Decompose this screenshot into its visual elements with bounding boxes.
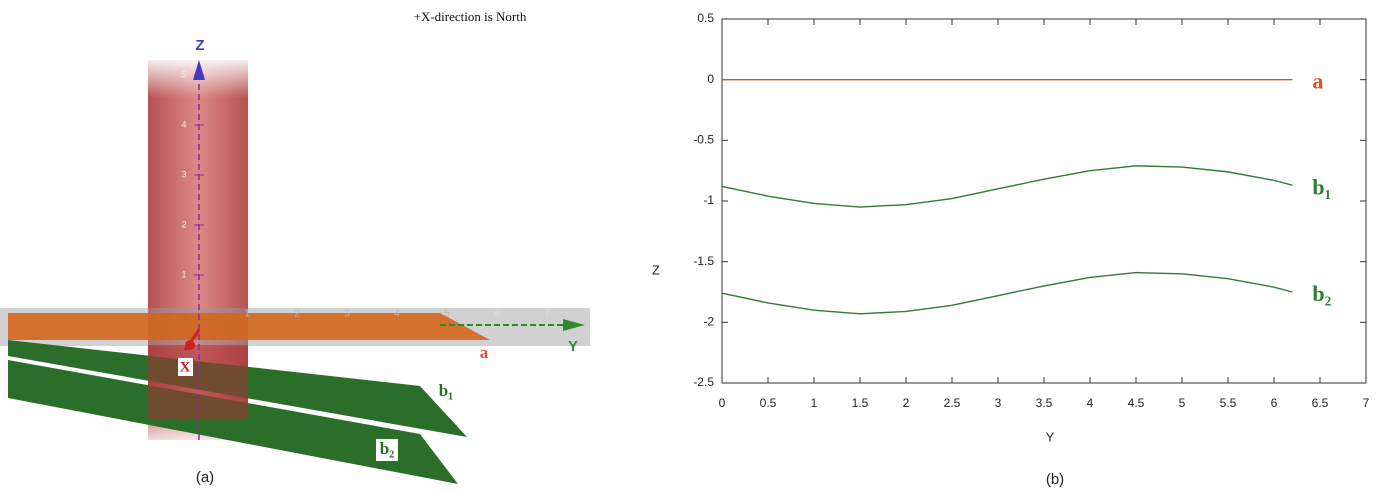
y-arrow [563, 319, 585, 331]
diagram-3d: +X-direction is North Z Y X a b₁ b₂ (a) … [0, 9, 590, 486]
label-a: a [480, 343, 489, 362]
x-tick-label: 0 [719, 396, 726, 410]
y-axis-label: Y [568, 338, 578, 355]
y-tick-label: 2 [294, 309, 300, 320]
x-tick-label: 5 [1179, 396, 1186, 410]
direction-note: +X-direction is North [414, 9, 527, 24]
series-label: a [1312, 69, 1323, 94]
b2-label-box [376, 439, 398, 461]
plane-b2 [8, 360, 458, 484]
x-tick-label: 6.5 [1312, 396, 1329, 410]
y-tick-label: 0.5 [697, 11, 714, 25]
x-axis-title: Y [1046, 429, 1055, 444]
series-line [721, 165, 1293, 208]
chart: Y Z (b) -2.5 -2 -1.5 -1 -0.5 0 0.5 0 0.5 1 1.5 2 2.5… [652, 11, 1370, 488]
x-label-box [178, 358, 193, 376]
label-b2: b₂ [380, 439, 395, 458]
y-tick-label: -1 [703, 193, 714, 207]
x-tick-label: 5.5 [1220, 396, 1237, 410]
y-tick-label: 4 [394, 309, 400, 320]
plane-a [8, 313, 490, 340]
caption-b: (b) [1046, 471, 1064, 488]
y-tick-label: 1 [244, 309, 250, 320]
z-tick-label: 3 [181, 169, 186, 179]
series-label: b₂ [1312, 281, 1331, 306]
x-tick-label: 7 [1363, 396, 1370, 410]
y-tick-label: -2 [703, 315, 714, 329]
z-tick-label: 5 [181, 69, 186, 79]
x-tick-label: 3 [995, 396, 1002, 410]
y-tick-label: 3 [344, 309, 350, 320]
y-tick-label: -1.5 [693, 254, 714, 268]
x-axis-label: X [180, 359, 191, 375]
y-tick-label: 0 [707, 72, 714, 86]
y-tick-label: 7 [544, 309, 550, 320]
caption-a: (a) [196, 469, 214, 486]
z-tick-label: 1 [181, 269, 186, 279]
series-line [721, 271, 1293, 315]
y-tick-label: -2.5 [693, 375, 714, 389]
x-tick-label: 1 [811, 396, 818, 410]
label-b1: b₁ [439, 381, 454, 400]
z-tick-label: 2 [181, 219, 186, 229]
y-tick-label: 5 [444, 309, 450, 320]
x-tick-label: 4 [1087, 396, 1094, 410]
x-tick-label: 3.5 [1036, 396, 1053, 410]
z-tick-label: 4 [181, 119, 186, 129]
x-tick-label: 6 [1271, 396, 1278, 410]
cylinder-lower [148, 345, 248, 420]
x-tick-label: 2 [903, 396, 910, 410]
z-axis-label: Z [195, 37, 204, 54]
y-tick-label: 6 [494, 309, 500, 320]
x-tick-label: 2.5 [944, 396, 961, 410]
series-label: b₁ [1312, 174, 1331, 199]
plot-frame [721, 18, 1367, 384]
x-tick-label: 1.5 [852, 396, 869, 410]
x-tick-label: 4.5 [1128, 396, 1145, 410]
y-axis-title: Z [652, 262, 660, 277]
x-tick-label: 0.5 [760, 396, 777, 410]
y-tick-label: -0.5 [693, 133, 714, 147]
origin [185, 340, 195, 350]
